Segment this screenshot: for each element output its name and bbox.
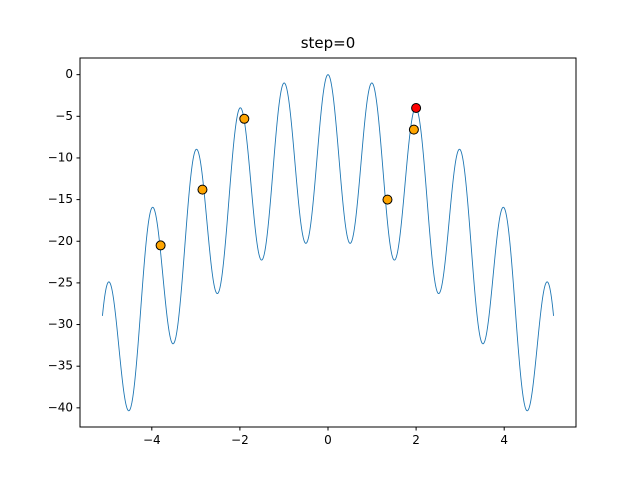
y-tick-label: −35 <box>48 359 73 373</box>
candidate-points <box>382 194 393 205</box>
candidate-points <box>197 184 208 195</box>
y-tick-label: −25 <box>48 275 73 289</box>
candidate-points <box>155 240 166 251</box>
y-tick-label: −15 <box>48 192 73 206</box>
y-tick-label: −10 <box>48 150 73 164</box>
y-tick-label: −30 <box>48 317 73 331</box>
y-tick-label: −40 <box>48 400 73 414</box>
x-tick-label: −2 <box>231 433 249 447</box>
x-axis-ticks: −4 −2 0 2 4 <box>143 427 508 447</box>
x-tick-label: 2 <box>412 433 420 447</box>
candidate-points <box>239 113 250 124</box>
axes-frame <box>79 57 577 428</box>
y-tick-label: 0 <box>65 67 73 81</box>
y-tick-label: −20 <box>48 234 73 248</box>
chart-title: step=0 <box>300 34 356 52</box>
candidate-points <box>408 124 419 135</box>
y-axis-ticks: 0 −5 −10 −15 −20 −25 −30 −35 −40 <box>48 67 80 414</box>
best-point-group <box>411 102 422 113</box>
x-tick-label: 0 <box>324 433 332 447</box>
best-point <box>411 102 422 113</box>
x-tick-label: 4 <box>500 433 508 447</box>
y-tick-label: −5 <box>55 109 73 123</box>
candidate-points-group <box>155 113 419 251</box>
objective-function-curve <box>102 74 554 412</box>
x-tick-label: −4 <box>143 433 161 447</box>
